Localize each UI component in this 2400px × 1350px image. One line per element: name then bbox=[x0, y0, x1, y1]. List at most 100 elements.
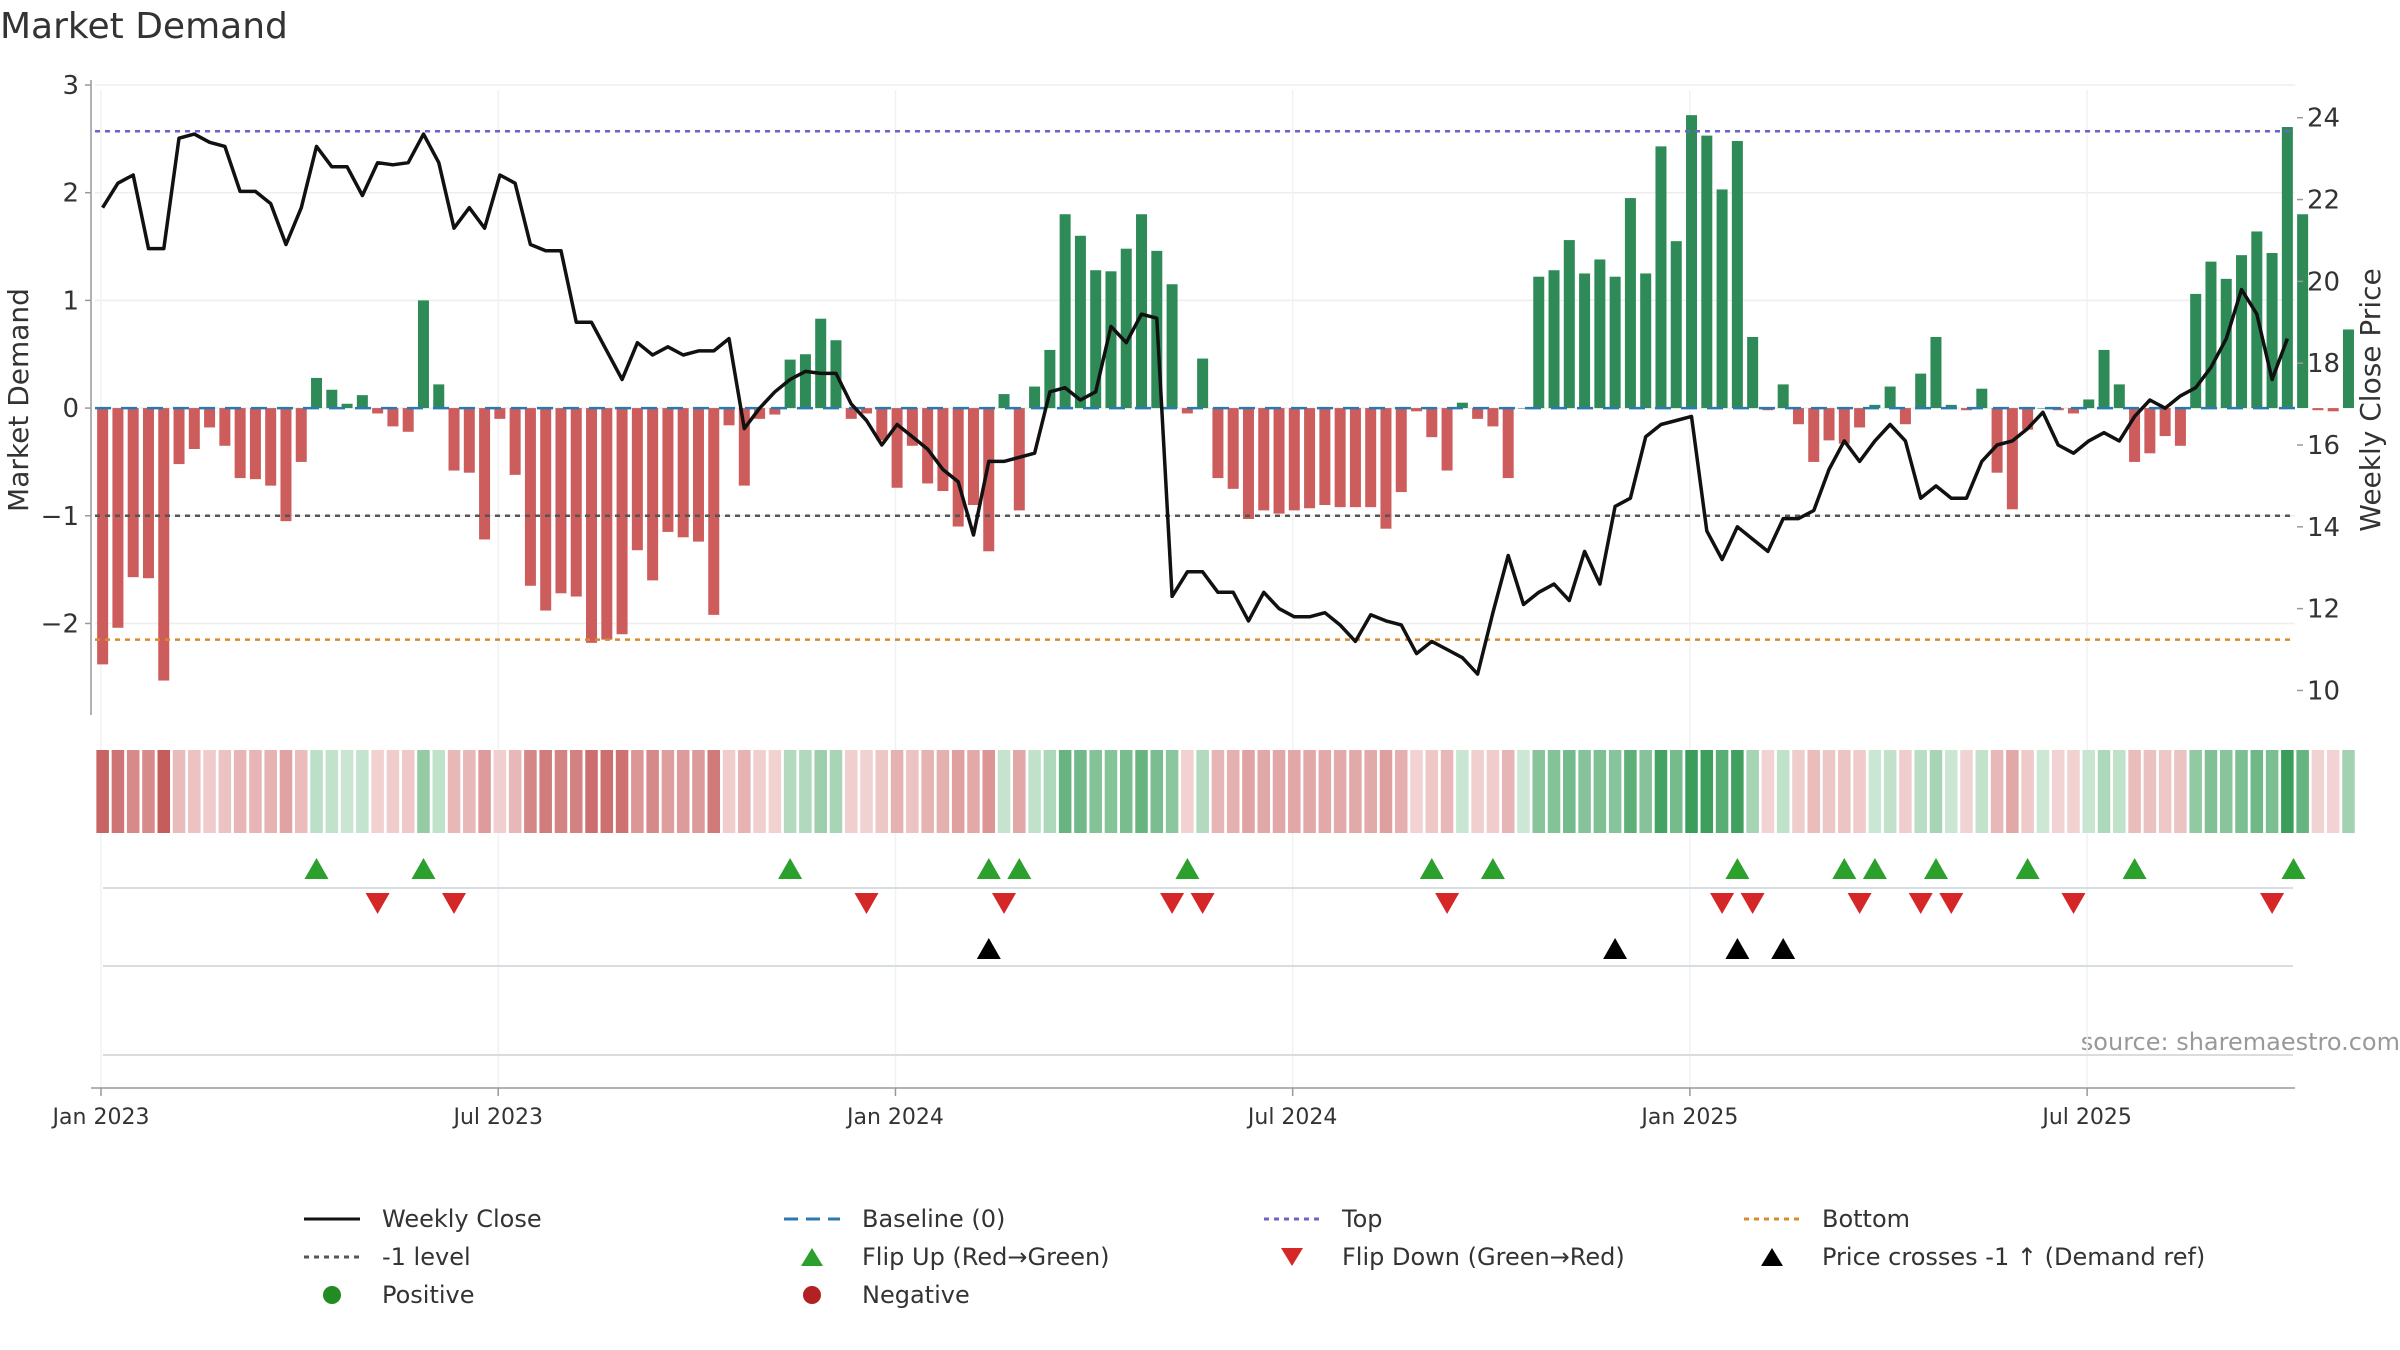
strip-cell bbox=[294, 750, 308, 833]
strip-cell bbox=[2051, 750, 2065, 833]
price-cross-marker bbox=[1725, 938, 1750, 959]
strip-cell bbox=[1257, 750, 1271, 833]
y2-tick-label: 10 bbox=[2307, 676, 2340, 706]
demand-bar bbox=[2159, 408, 2171, 437]
strip-cell bbox=[2265, 750, 2279, 833]
strip-cell bbox=[1715, 750, 1729, 833]
strip-cell bbox=[585, 750, 598, 833]
legend-item-top: Top bbox=[1260, 1205, 1383, 1233]
strip-cell bbox=[2097, 750, 2111, 833]
demand-bar bbox=[1640, 273, 1652, 409]
demand-bar bbox=[2205, 261, 2217, 409]
strip-cell bbox=[2006, 750, 2019, 833]
strip-cell bbox=[2174, 750, 2187, 833]
demand-bar bbox=[1044, 349, 1056, 409]
strip-cell bbox=[2219, 750, 2233, 833]
demand-bar bbox=[1090, 270, 1102, 409]
demand-bar bbox=[433, 384, 445, 409]
demand-bar bbox=[1197, 358, 1209, 409]
demand-bar bbox=[417, 300, 429, 409]
demand-bar bbox=[937, 408, 949, 491]
demand-bar bbox=[326, 389, 338, 409]
strip-cell bbox=[1333, 750, 1347, 833]
strip-cell bbox=[1181, 750, 1194, 833]
strip-cell bbox=[1975, 750, 1989, 833]
demand-bar bbox=[173, 408, 185, 465]
strip-cell bbox=[2189, 750, 2202, 833]
demand-bar bbox=[1426, 408, 1438, 438]
strip-cell bbox=[371, 750, 384, 833]
price-line-group bbox=[101, 132, 2290, 676]
y2-ticks: 10 12 14 16 18 20 22 24 bbox=[2297, 104, 2340, 706]
strip-cell bbox=[279, 750, 293, 833]
legend-label: Flip Up (Red→Green) bbox=[862, 1243, 1110, 1271]
strip-cell bbox=[753, 750, 766, 833]
strip-cell bbox=[1456, 750, 1469, 833]
demand-bar bbox=[1823, 408, 1835, 441]
demand-bar bbox=[1258, 408, 1270, 511]
demand-bar bbox=[998, 394, 1010, 409]
strip-cell bbox=[2342, 750, 2355, 833]
demand-bar bbox=[1991, 408, 2003, 473]
strip-cell bbox=[1058, 750, 1072, 833]
y2-tick-label: 12 bbox=[2307, 595, 2340, 625]
demand-bar bbox=[1120, 248, 1132, 409]
y-tick-label: 3 bbox=[62, 71, 79, 101]
strip-cell bbox=[1731, 750, 1744, 833]
strip-cell bbox=[768, 750, 782, 833]
flip-up-marker bbox=[411, 858, 436, 879]
strip-cell bbox=[1944, 750, 1958, 833]
demand-bar bbox=[1731, 141, 1743, 409]
demand-bar bbox=[540, 408, 552, 611]
strip-cell bbox=[1119, 750, 1133, 833]
strip-cell bbox=[1501, 750, 1515, 833]
strip-cell bbox=[1669, 750, 1683, 833]
strip-cell bbox=[157, 750, 171, 833]
y-tick-label: −1 bbox=[41, 502, 79, 532]
strip-cell bbox=[600, 750, 614, 833]
strip-cell bbox=[569, 750, 583, 833]
strip-cell bbox=[1043, 750, 1057, 833]
strip-cell bbox=[1410, 750, 1423, 833]
demand-bar bbox=[1349, 408, 1361, 508]
strip-cell bbox=[1226, 750, 1240, 833]
demand-bar bbox=[2236, 255, 2248, 409]
demand-bar bbox=[845, 408, 857, 419]
demand-bar bbox=[188, 408, 200, 449]
strip-cell bbox=[661, 750, 675, 833]
demand-bar bbox=[448, 408, 460, 471]
demand-bar bbox=[1533, 276, 1545, 409]
strip-cell bbox=[738, 750, 751, 833]
strip-cell bbox=[2204, 750, 2218, 833]
strip-cell bbox=[1883, 750, 1897, 833]
strip-cell bbox=[1792, 750, 1805, 833]
strip-cell bbox=[1364, 750, 1377, 833]
demand-bar bbox=[2297, 214, 2309, 409]
strip-cell bbox=[1608, 750, 1622, 833]
flip-down-marker bbox=[1847, 893, 1872, 914]
strip-cell bbox=[96, 750, 109, 833]
strip-cell bbox=[814, 750, 827, 833]
strip-cell bbox=[722, 750, 736, 833]
strip-cell bbox=[1349, 750, 1362, 833]
strip-cell bbox=[2128, 750, 2141, 833]
strip-cell bbox=[1379, 750, 1393, 833]
flip-up-marker bbox=[1480, 858, 1505, 879]
demand-bar bbox=[2281, 127, 2293, 409]
demand-bar bbox=[1074, 235, 1086, 409]
demand-bars bbox=[97, 115, 2354, 681]
demand-bar bbox=[1319, 408, 1331, 505]
demand-bar bbox=[1181, 408, 1193, 414]
weekly-close-line bbox=[101, 132, 2290, 676]
demand-bar bbox=[662, 408, 674, 532]
demand-bar bbox=[1686, 115, 1698, 409]
demand-bar bbox=[1854, 408, 1866, 428]
demand-bar bbox=[1548, 270, 1560, 409]
demand-bar bbox=[2220, 278, 2232, 409]
demand-bar bbox=[463, 408, 475, 473]
demand-bar bbox=[2083, 399, 2095, 409]
demand-bar bbox=[754, 408, 766, 419]
strip-cell bbox=[2082, 750, 2096, 833]
demand-bar bbox=[967, 408, 979, 505]
y-ticks: −2 −1 0 1 2 3 bbox=[41, 71, 92, 715]
